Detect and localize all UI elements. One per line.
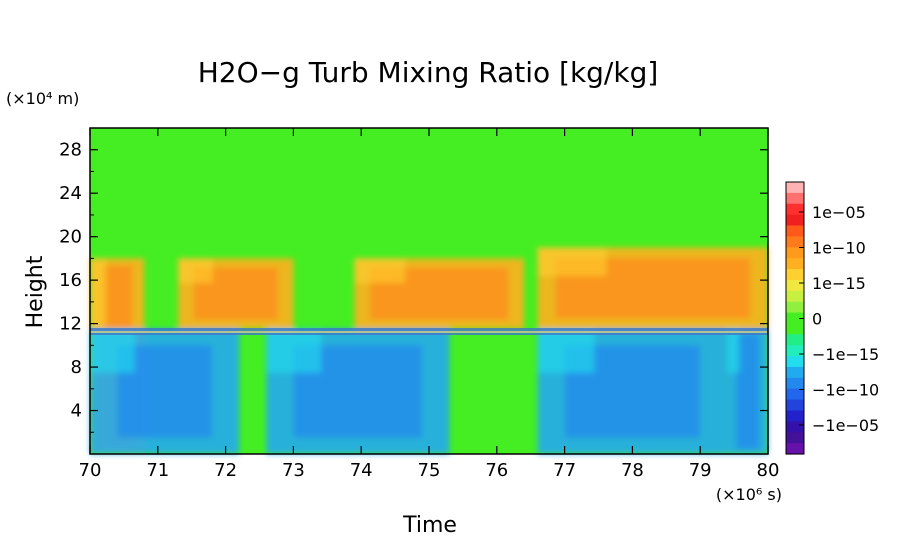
x-tick-label: 75 — [418, 460, 441, 481]
heatmap-region-negative — [537, 329, 728, 454]
colorbar-swatch — [786, 182, 804, 194]
colorbar-swatch — [786, 301, 804, 314]
heatmap-region-negative — [727, 329, 768, 454]
colorbar-swatch — [786, 345, 804, 357]
colorbar-swatch — [786, 290, 804, 303]
heatmap-region-negative — [266, 329, 450, 454]
colorbar-swatch — [786, 279, 804, 292]
chart-title: H2O−g Turb Mixing Ratio [kg/kg] — [198, 56, 659, 89]
colorbar-swatch — [786, 388, 804, 401]
x-tick-label: 76 — [485, 460, 508, 481]
y-tick-label: 20 — [59, 227, 82, 248]
x-tick-label: 74 — [350, 460, 373, 481]
x-tick-label: 77 — [553, 460, 576, 481]
colorbar-swatch — [786, 410, 804, 422]
y-tick-label: 24 — [59, 183, 82, 204]
x-tick-label: 70 — [79, 460, 102, 481]
colorbar-label: 1e−05 — [812, 203, 866, 222]
y-tick-label: 4 — [71, 401, 82, 422]
colorbar-swatch — [786, 225, 804, 237]
tropopause-band-highlight — [90, 331, 768, 333]
colorbar-swatch — [786, 443, 804, 455]
colorbar-swatch — [786, 323, 804, 335]
colorbar-label: −1e−05 — [812, 416, 879, 435]
y-axis-label: Height — [23, 255, 48, 328]
colorbar-swatch — [786, 334, 804, 346]
colorbar-swatch — [786, 312, 804, 325]
x-axis: 70 71 72 73 74 75 76 77 78 79 80 — [79, 128, 780, 481]
y-tick-label: 8 — [71, 357, 82, 378]
x-tick-label: 78 — [621, 460, 644, 481]
colorbar-swatch — [786, 421, 804, 433]
y-tick-label: 16 — [59, 270, 82, 291]
x-tick-label: 72 — [214, 460, 237, 481]
x-axis-label: Time — [402, 513, 457, 538]
y-tick-label: 28 — [59, 140, 82, 161]
x-axis-unit: (×10⁶ s) — [716, 485, 782, 504]
x-tick-label: 80 — [757, 460, 780, 481]
y-tick-label: 12 — [59, 314, 82, 335]
colorbar-swatch — [786, 432, 804, 444]
colorbar-swatch — [786, 269, 804, 281]
colorbar-label: −1e−10 — [812, 381, 879, 400]
colorbar-swatch — [786, 247, 804, 259]
colorbar-label: 0 — [812, 310, 822, 329]
colorbar: 1e−05 1e−10 1e−15 0 −1e−15 −1e−10 −1e−05 — [785, 181, 879, 455]
x-tick-label: 73 — [282, 460, 305, 481]
colorbar-swatch — [786, 203, 804, 216]
y-axis-unit: (×10⁴ m) — [6, 89, 79, 108]
colorbar-label: 1e−10 — [812, 239, 866, 258]
y-axis: 4 8 12 16 20 24 28 — [59, 140, 768, 433]
x-tick-label: 79 — [689, 460, 712, 481]
colorbar-swatch — [786, 399, 804, 412]
heatmap-region-positive — [354, 258, 524, 330]
colorbar-label: 1e−15 — [812, 274, 866, 293]
heatmap-region-negative — [90, 329, 240, 454]
colorbar-swatch — [786, 366, 804, 379]
colorbar-swatch — [786, 236, 804, 248]
colorbar-swatch — [786, 192, 804, 205]
heatmap-field — [90, 128, 768, 454]
heatmap-region-positive — [178, 258, 294, 330]
colorbar-swatch — [786, 214, 804, 227]
colorbar-swatch — [786, 356, 804, 368]
colorbar-swatch — [786, 258, 804, 270]
colorbar-swatch — [786, 377, 804, 390]
heatmap-region-positive — [537, 247, 768, 330]
colorbar-label: −1e−15 — [812, 345, 879, 364]
x-tick-label: 71 — [146, 460, 169, 481]
